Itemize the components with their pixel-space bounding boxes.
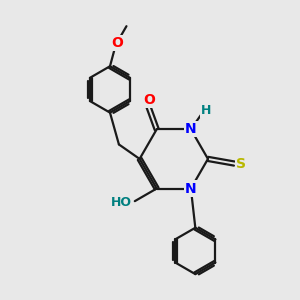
Text: O: O [144,93,155,107]
Text: O: O [111,36,123,50]
Text: H: H [201,104,211,117]
Text: N: N [185,122,197,136]
Text: N: N [185,182,197,196]
Text: S: S [236,157,246,171]
Text: HO: HO [111,196,132,209]
